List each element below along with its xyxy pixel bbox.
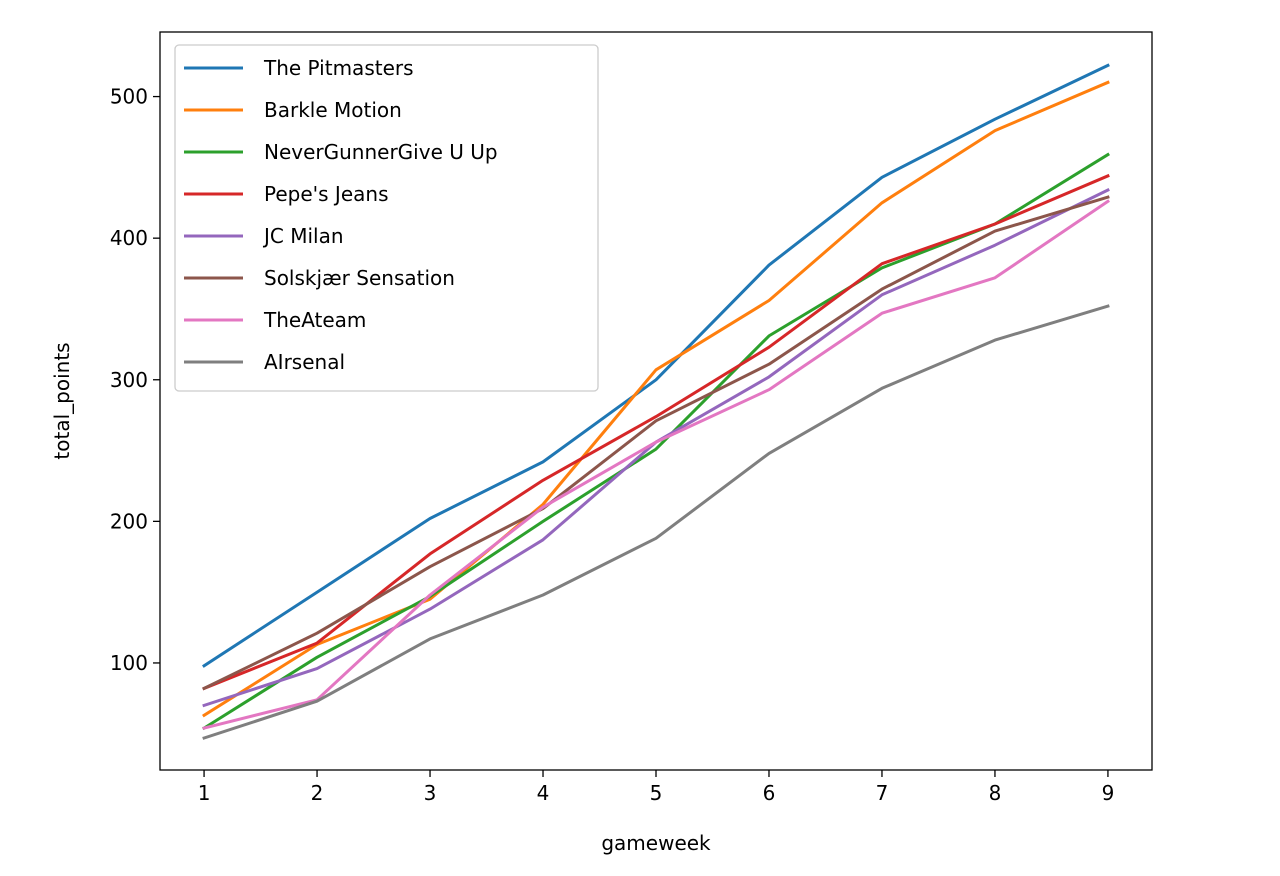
x-axis: 1 2 3 4 5 6 7 8 9 — [198, 770, 1115, 805]
x-tick-label: 9 — [1102, 781, 1115, 805]
x-tick-label: 8 — [989, 781, 1002, 805]
legend-label: The Pitmasters — [263, 56, 414, 80]
y-tick-label: 200 — [110, 509, 148, 533]
series-line — [202, 80, 1110, 718]
series-line — [202, 199, 1110, 730]
legend-label: NeverGunnerGive U Up — [264, 140, 498, 164]
legend-label: Barkle Motion — [264, 98, 402, 122]
legend-label: Solskjær Sensation — [264, 266, 455, 290]
series-line — [202, 195, 1110, 691]
legend-box — [174, 44, 599, 392]
x-axis-label: gameweek — [601, 831, 711, 855]
x-tick-label: 2 — [311, 781, 324, 805]
series-line — [202, 304, 1110, 740]
x-tick-label: 1 — [198, 781, 211, 805]
plot-area — [202, 63, 1110, 740]
y-tick-label: 100 — [110, 651, 148, 675]
y-axis-label: total_points — [50, 342, 74, 459]
x-tick-label: 6 — [763, 781, 776, 805]
y-axis: 100 200 300 400 500 — [110, 85, 160, 675]
x-tick-label: 5 — [650, 781, 663, 805]
legend-label: JC Milan — [262, 224, 344, 248]
series-line — [202, 63, 1110, 668]
series-line — [202, 173, 1110, 691]
y-tick-label: 400 — [110, 226, 148, 250]
legend-label: Pepe's Jeans — [264, 182, 388, 206]
legend: The Pitmasters Barkle Motion NeverGunnerGi… — [174, 44, 599, 392]
y-tick-label: 300 — [110, 368, 148, 392]
legend-label: AIrsenal — [264, 350, 345, 374]
x-tick-label: 7 — [876, 781, 889, 805]
x-tick-label: 3 — [424, 781, 437, 805]
legend-label: TheAteam — [263, 308, 366, 332]
y-tick-label: 500 — [110, 85, 148, 109]
x-tick-label: 4 — [537, 781, 550, 805]
